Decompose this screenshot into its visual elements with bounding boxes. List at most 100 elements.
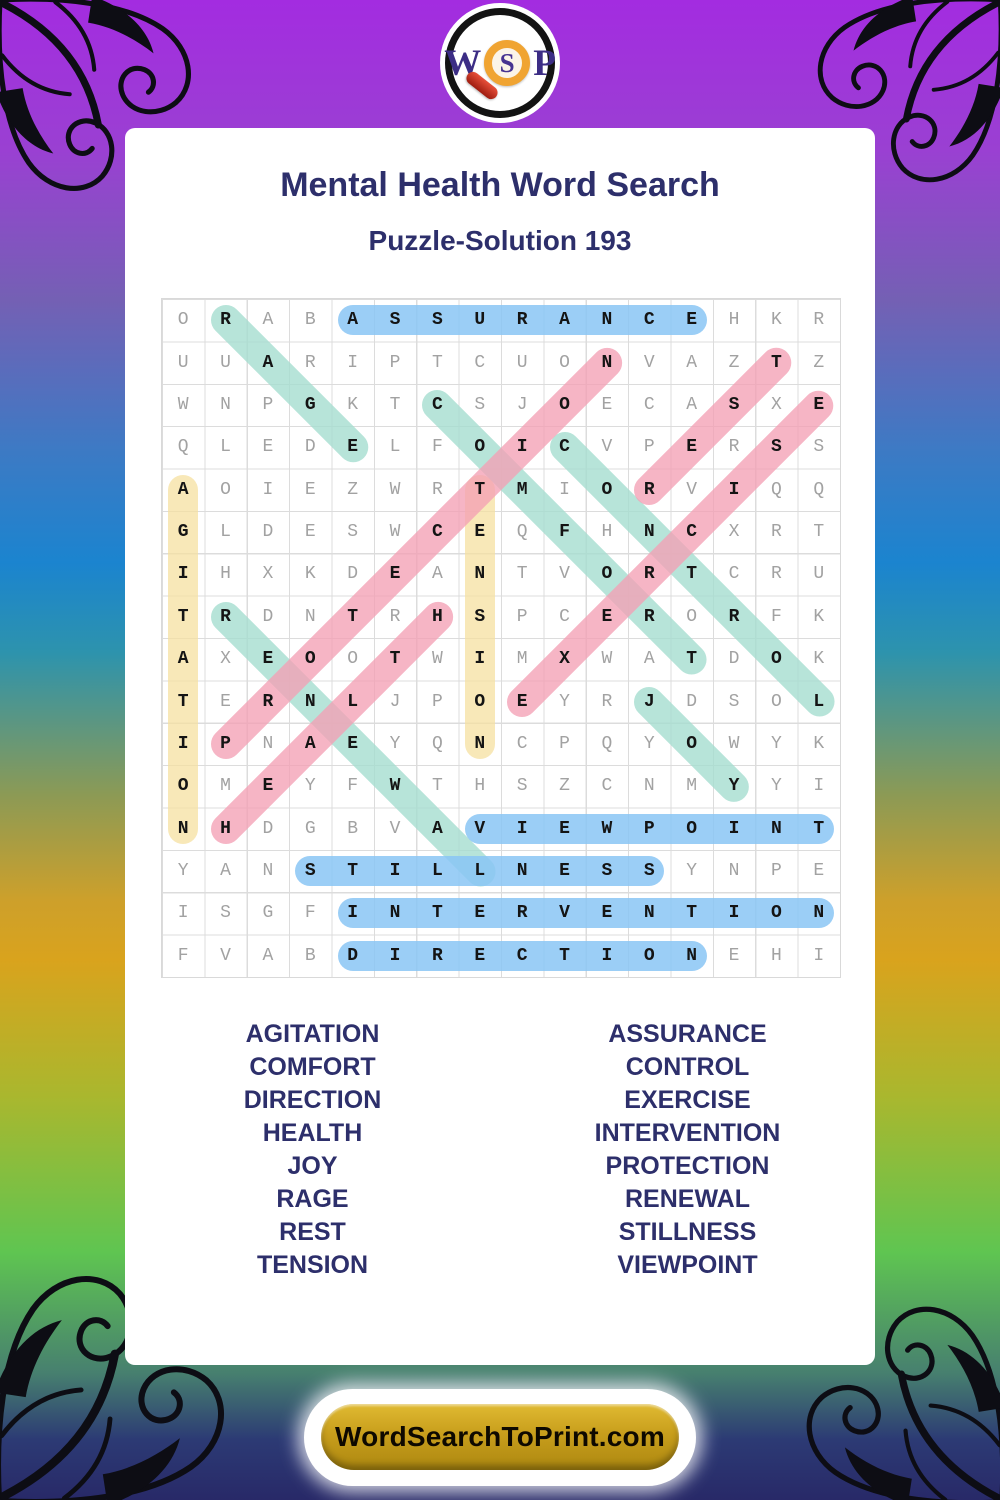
grid-cell: Q <box>601 733 613 754</box>
grid-cell: K <box>813 606 825 627</box>
grid-cell: T <box>686 564 698 585</box>
grid-cell: A <box>304 733 316 754</box>
grid-cell: N <box>643 522 655 543</box>
grid-cell: K <box>347 394 359 415</box>
grid-cell: I <box>813 945 825 966</box>
grid-cell: O <box>220 479 231 500</box>
word-list: AGITATION COMFORT DIRECTION HEALTH JOY RAGE RE… <box>125 1018 875 1282</box>
grid-cell: A <box>432 818 443 839</box>
grid-cell: C <box>643 394 655 415</box>
grid-cell: C <box>559 606 570 627</box>
magnifier-handle-icon <box>464 69 501 102</box>
grid-cell: A <box>643 649 655 670</box>
grid-cell: N <box>304 606 316 627</box>
grid-cell: S <box>220 903 231 924</box>
grid-cell: X <box>728 522 740 543</box>
grid-cell: U <box>220 352 231 373</box>
grid-cell: Z <box>347 479 359 500</box>
grid-cell: R <box>516 903 528 924</box>
grid-cell: L <box>432 861 443 882</box>
grid-cell: P <box>220 733 231 754</box>
grid-cell: N <box>220 394 231 415</box>
grid-cell: J <box>516 394 528 415</box>
website-link-button[interactable]: WordSearchToPrint.com <box>321 1404 679 1470</box>
grid-cell: H <box>771 945 782 966</box>
grid-cell: I <box>177 564 189 585</box>
grid-cell: X <box>220 649 231 670</box>
grid-cell: O <box>686 818 698 839</box>
grid-cell: I <box>728 479 740 500</box>
grid-cell: I <box>474 649 486 670</box>
grid-cell: R <box>304 352 316 373</box>
grid-cell: E <box>516 691 528 712</box>
grid-cell: E <box>474 903 486 924</box>
grid-cell: T <box>347 861 359 882</box>
grid-cell: J <box>643 691 655 712</box>
grid-cell: T <box>432 352 443 373</box>
grid-cell: E <box>474 522 486 543</box>
grid-cell: O <box>177 776 189 797</box>
word-list-item: HEALTH <box>262 1119 363 1147</box>
grid-cell: L <box>389 437 401 458</box>
grid-cell: O <box>559 394 570 415</box>
grid-cell: O <box>177 310 189 331</box>
grid-cell: W <box>389 776 401 797</box>
grid-cell: T <box>389 649 401 670</box>
grid-cell: D <box>262 818 274 839</box>
grid-cell: F <box>347 776 359 797</box>
grid-cell: V <box>601 437 613 458</box>
grid-cell: V <box>389 818 401 839</box>
grid-cell: W <box>177 394 189 415</box>
grid-cell: T <box>177 606 189 627</box>
grid-cell: S <box>643 861 655 882</box>
word-list-item: CONTROL <box>625 1053 750 1081</box>
grid-cell: T <box>813 818 825 839</box>
grid-cell: S <box>601 861 613 882</box>
grid-cell: E <box>813 861 825 882</box>
grid-cell: Y <box>728 776 740 797</box>
grid-cell: Q <box>516 522 528 543</box>
grid-cell: G <box>304 818 316 839</box>
grid-cell: T <box>347 606 359 627</box>
grid-cell: S <box>771 437 782 458</box>
grid-cell: E <box>813 394 825 415</box>
grid-cell: W <box>389 479 401 500</box>
grid-cell: U <box>177 352 189 373</box>
grid-cell: T <box>389 394 401 415</box>
grid-cell: D <box>262 606 274 627</box>
word-list-item: COMFORT <box>249 1053 376 1081</box>
grid-cell: R <box>643 606 655 627</box>
grid-cell: A <box>220 861 231 882</box>
grid-cell: N <box>389 903 401 924</box>
grid-cell: E <box>262 776 274 797</box>
grid-cell: O <box>771 649 782 670</box>
grid-cell: N <box>177 818 189 839</box>
grid-cell: E <box>347 437 359 458</box>
grid-cell: M <box>220 776 231 797</box>
grid-cell: R <box>262 691 274 712</box>
grid-cell: O <box>304 649 316 670</box>
grid-cell: O <box>686 606 698 627</box>
word-list-item: INTERVENTION <box>594 1119 781 1147</box>
grid-cell: A <box>686 394 698 415</box>
grid-cell: X <box>262 564 274 585</box>
grid-cell: E <box>601 394 613 415</box>
grid-cell: V <box>686 479 698 500</box>
grid-cell: F <box>771 606 782 627</box>
grid-cell: T <box>686 649 698 670</box>
grid-cell: K <box>813 649 825 670</box>
grid-cell: V <box>643 352 655 373</box>
grid-cell: E <box>728 945 740 966</box>
grid-cell: J <box>389 691 401 712</box>
word-list-item: STILLNESS <box>618 1218 757 1246</box>
grid-cell: A <box>262 310 274 331</box>
grid-cell: P <box>432 691 443 712</box>
grid-cell: E <box>559 861 570 882</box>
grid-cell: S <box>728 691 740 712</box>
grid-cell: P <box>559 733 570 754</box>
word-highlight-direction <box>337 940 707 971</box>
grid-cell: Z <box>728 352 740 373</box>
grid-cell: O <box>601 479 613 500</box>
grid-cell: L <box>220 437 231 458</box>
word-list-right-column: ASSURANCE CONTROL EXERCISE INTERVENTION PROT… <box>500 1018 875 1282</box>
